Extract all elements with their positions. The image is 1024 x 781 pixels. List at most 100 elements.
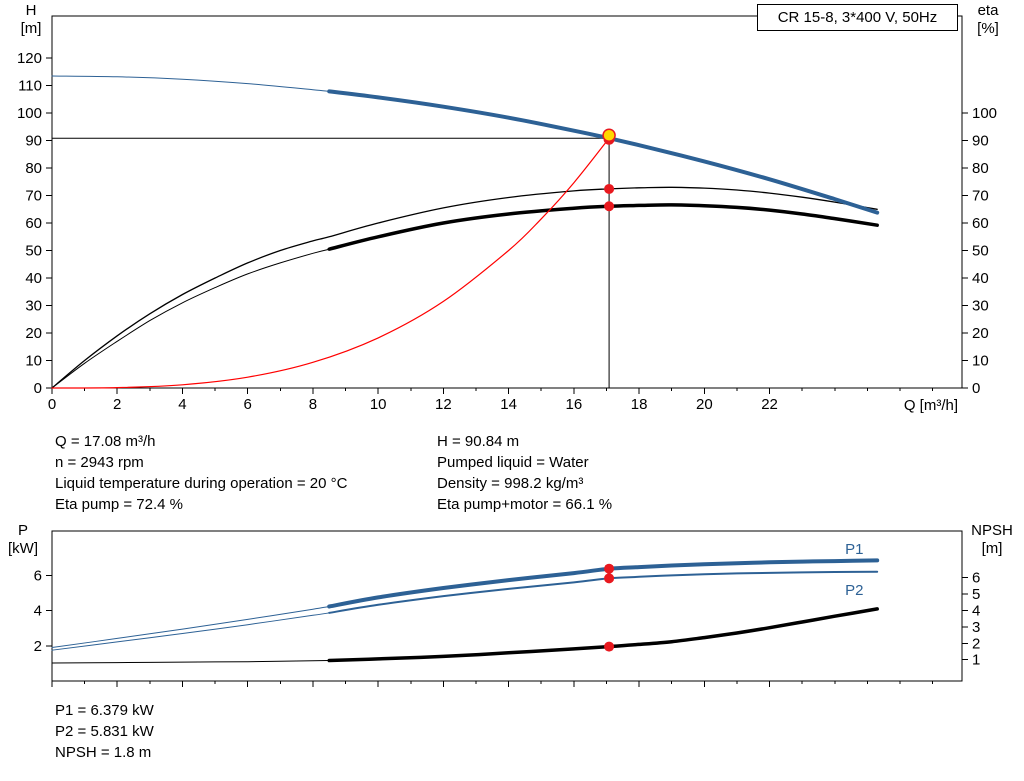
svg-text:6: 6 — [34, 567, 42, 584]
duty-data-block: Q = 17.08 m³/h n = 2943 rpm Liquid tempe… — [0, 431, 1024, 519]
eta-axis-label: eta — [977, 2, 999, 19]
svg-text:80: 80 — [25, 160, 42, 177]
npsh-point — [604, 641, 615, 652]
svg-text:2: 2 — [34, 638, 42, 655]
info-speed: n = 2943 rpm — [55, 454, 144, 471]
info-npsh: NPSH = 1.8 m — [55, 744, 152, 761]
h-axis-title: H [m] — [6, 2, 56, 38]
npsh-axis-title: NPSH [m] — [962, 522, 1022, 558]
svg-text:2: 2 — [113, 396, 121, 413]
svg-text:0: 0 — [34, 380, 42, 397]
head-curve[interactable] — [327, 89, 880, 215]
svg-text:100: 100 — [972, 105, 997, 122]
q-axis-title: Q [m³/h] — [903, 397, 958, 414]
svg-text:50: 50 — [972, 243, 989, 260]
svg-text:60: 60 — [25, 215, 42, 232]
p-axis-label: P — [17, 522, 28, 539]
head-curve-thin[interactable] — [51, 75, 330, 92]
axis-ticks — [46, 574, 968, 687]
performance-chart-container: 0 10 20 30 40 50 60 70 80 90 100 110 120 0 10 20 30 40 50 6… — [0, 0, 1024, 420]
axis-tick-labels: 0102030405060708090100110120010203040506… — [17, 50, 997, 413]
p2-curve-thin[interactable] — [51, 612, 330, 651]
svg-text:40: 40 — [972, 270, 989, 287]
eta-axis-title: eta [%] — [958, 2, 1018, 38]
h-axis-label: H — [25, 2, 37, 19]
svg-text:90: 90 — [972, 133, 989, 150]
svg-text:22: 22 — [761, 396, 778, 413]
p-axis-title: P [kW] — [0, 522, 46, 558]
svg-text:8: 8 — [309, 396, 317, 413]
p2-curve-label: P2 — [845, 582, 863, 599]
eta-pump-motor-curve[interactable] — [327, 203, 879, 251]
svg-text:10: 10 — [25, 353, 42, 370]
svg-text:6: 6 — [972, 570, 980, 587]
svg-text:20: 20 — [25, 325, 42, 342]
duty-data-left-column: Q = 17.08 m³/h n = 2943 rpm Liquid tempe… — [55, 431, 347, 515]
p2-point — [604, 573, 615, 584]
duty-point[interactable] — [602, 128, 616, 142]
info-eta-pump-motor: Eta pump+motor = 66.1 % — [437, 496, 613, 513]
svg-text:5: 5 — [972, 586, 980, 603]
svg-text:60: 60 — [972, 215, 989, 232]
svg-text:3: 3 — [972, 619, 980, 636]
svg-text:0: 0 — [972, 380, 980, 397]
power-data-block: P1 = 6.379 kW P2 = 5.831 kW NPSH = 1.8 m — [55, 700, 154, 763]
npsh-curve-thin[interactable] — [51, 660, 330, 664]
p1-curve-thin[interactable] — [51, 606, 330, 649]
eta-pump-curve[interactable] — [51, 186, 878, 389]
svg-text:10: 10 — [370, 396, 387, 413]
performance-chart[interactable]: 0102030405060708090100110120010203040506… — [0, 0, 1024, 420]
info-head: H = 90.84 m — [437, 433, 520, 450]
svg-text:12: 12 — [435, 396, 452, 413]
p1-point — [604, 563, 615, 574]
npsh-curve[interactable] — [327, 607, 879, 663]
eta-pump-point — [604, 183, 615, 194]
svg-text:80: 80 — [972, 160, 989, 177]
svg-text:10: 10 — [972, 353, 989, 370]
svg-text:100: 100 — [17, 105, 42, 122]
svg-text:2: 2 — [972, 635, 980, 652]
pump-title-box: CR 15-8, 3*400 V, 50Hz — [757, 4, 958, 31]
h-axis-unit: [m] — [20, 20, 42, 37]
svg-text:30: 30 — [972, 298, 989, 315]
duty-data-right-column: H = 90.84 m Pumped liquid = Water Densit… — [437, 431, 612, 515]
svg-text:120: 120 — [17, 50, 42, 67]
svg-text:14: 14 — [500, 396, 517, 413]
eta-axis-unit: [%] — [977, 20, 999, 37]
svg-text:4: 4 — [972, 603, 980, 620]
svg-text:110: 110 — [18, 78, 42, 95]
svg-text:40: 40 — [25, 270, 42, 287]
svg-text:90: 90 — [25, 133, 42, 150]
plot-frame — [51, 530, 963, 682]
system-curve[interactable] — [51, 137, 610, 389]
plot-frame — [51, 15, 963, 389]
svg-text:4: 4 — [34, 603, 42, 620]
svg-text:6: 6 — [244, 396, 252, 413]
axis-ticks — [46, 57, 968, 394]
svg-text:70: 70 — [972, 188, 989, 205]
p1-curve[interactable] — [327, 558, 880, 609]
svg-text:4: 4 — [178, 396, 186, 413]
info-density: Density = 998.2 kg/m³ — [437, 475, 584, 492]
info-eta-pump: Eta pump = 72.4 % — [55, 496, 183, 513]
svg-text:1: 1 — [972, 652, 980, 669]
svg-text:50: 50 — [25, 243, 42, 260]
svg-text:20: 20 — [696, 396, 713, 413]
info-flow: Q = 17.08 m³/h — [55, 433, 156, 450]
svg-text:0: 0 — [48, 396, 56, 413]
npsh-axis-unit: [m] — [981, 540, 1003, 557]
svg-text:30: 30 — [25, 298, 42, 315]
info-pumped-liquid: Pumped liquid = Water — [437, 454, 589, 471]
svg-text:70: 70 — [25, 188, 42, 205]
p2-curve[interactable] — [328, 570, 879, 614]
info-p2: P2 = 5.831 kW — [55, 723, 154, 740]
eta-pump-motor-point — [604, 201, 615, 212]
p-axis-unit: [kW] — [8, 540, 38, 557]
svg-text:20: 20 — [972, 325, 989, 342]
eta-pump-motor-curve-thin[interactable] — [51, 248, 330, 389]
npsh-axis-label: NPSH — [971, 522, 1013, 539]
svg-text:16: 16 — [566, 396, 583, 413]
svg-text:18: 18 — [631, 396, 648, 413]
